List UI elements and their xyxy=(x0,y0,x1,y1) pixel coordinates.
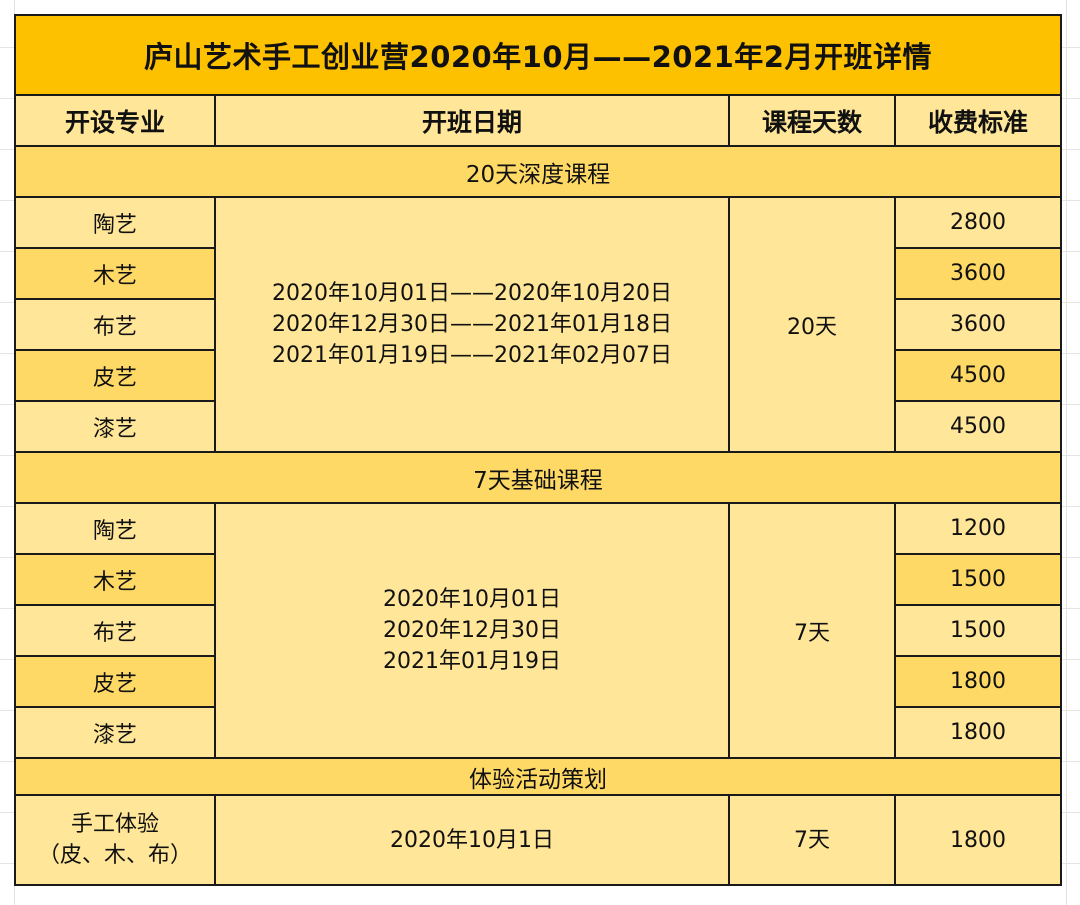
fee-cell[interactable]: 1200 xyxy=(896,504,1060,555)
fee-cell[interactable]: 4500 xyxy=(896,351,1060,402)
header-days[interactable]: 课程天数 xyxy=(730,96,896,147)
header-fee[interactable]: 收费标准 xyxy=(896,96,1060,147)
fee-cell[interactable]: 1800 xyxy=(896,796,1060,884)
header-row: 开设专业 开班日期 课程天数 收费标准 xyxy=(16,96,1060,147)
course-schedule-table: 庐山艺术手工创业营2020年10月——2021年2月开班详情 开设专业 开班日期… xyxy=(14,14,1062,886)
grid-col-line xyxy=(1066,0,1067,905)
major-cell[interactable]: 手工体验 （皮、木、布） xyxy=(16,796,216,884)
fee-cell[interactable]: 4500 xyxy=(896,402,1060,453)
table-title[interactable]: 庐山艺术手工创业营2020年10月——2021年2月开班详情 xyxy=(16,16,1060,96)
major-cell[interactable]: 木艺 xyxy=(16,555,216,606)
days-cell[interactable]: 7天 xyxy=(730,796,896,884)
section-body-7day: 陶艺 木艺 布艺 皮艺 漆艺 2020年10月01日 2020年12月30日 2… xyxy=(16,504,1060,759)
fee-cell[interactable]: 1800 xyxy=(896,657,1060,708)
fee-cell[interactable]: 3600 xyxy=(896,300,1060,351)
fee-cell[interactable]: 2800 xyxy=(896,198,1060,249)
dates-cell[interactable]: 2020年10月01日 2020年12月30日 2021年01月19日 xyxy=(216,504,730,759)
days-cell[interactable]: 7天 xyxy=(730,504,896,759)
experience-row: 手工体验 （皮、木、布） 2020年10月1日 7天 1800 xyxy=(16,796,1060,884)
section-title-20day[interactable]: 20天深度课程 xyxy=(16,147,1060,198)
dates-cell[interactable]: 2020年10月1日 xyxy=(216,796,730,884)
major-cell[interactable]: 漆艺 xyxy=(16,708,216,759)
major-cell[interactable]: 皮艺 xyxy=(16,657,216,708)
major-cell[interactable]: 漆艺 xyxy=(16,402,216,453)
fee-cell[interactable]: 3600 xyxy=(896,249,1060,300)
major-cell[interactable]: 陶艺 xyxy=(16,198,216,249)
days-cell[interactable]: 20天 xyxy=(730,198,896,453)
dates-cell[interactable]: 2020年10月01日——2020年10月20日 2020年12月30日——20… xyxy=(216,198,730,453)
major-cell[interactable]: 皮艺 xyxy=(16,351,216,402)
section-title-experience[interactable]: 体验活动策划 xyxy=(16,759,1060,796)
section-body-20day: 陶艺 木艺 布艺 皮艺 漆艺 2020年10月01日——2020年10月20日 … xyxy=(16,198,1060,453)
major-cell[interactable]: 布艺 xyxy=(16,300,216,351)
major-cell[interactable]: 布艺 xyxy=(16,606,216,657)
fee-cell[interactable]: 1500 xyxy=(896,606,1060,657)
fee-cell[interactable]: 1500 xyxy=(896,555,1060,606)
header-major[interactable]: 开设专业 xyxy=(16,96,216,147)
header-dates[interactable]: 开班日期 xyxy=(216,96,730,147)
fee-cell[interactable]: 1800 xyxy=(896,708,1060,759)
major-cell[interactable]: 木艺 xyxy=(16,249,216,300)
section-title-7day[interactable]: 7天基础课程 xyxy=(16,453,1060,504)
major-cell[interactable]: 陶艺 xyxy=(16,504,216,555)
